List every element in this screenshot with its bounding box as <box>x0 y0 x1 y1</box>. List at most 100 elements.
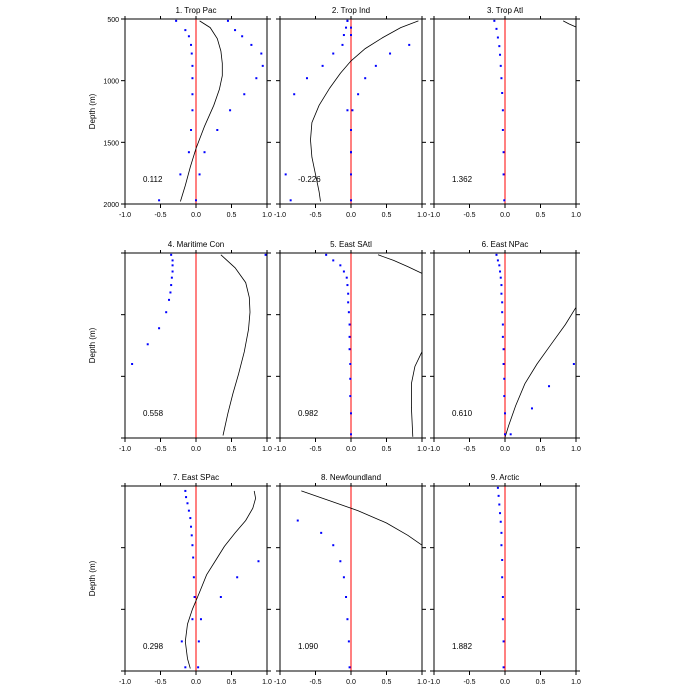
data-point <box>171 264 174 267</box>
data-point <box>345 26 348 29</box>
panel-title: 5. East SAtl <box>330 240 372 249</box>
data-point <box>175 19 178 22</box>
data-point <box>339 560 342 563</box>
data-point <box>158 327 161 330</box>
data-point <box>171 270 174 273</box>
x-tick-label: -0.5 <box>309 446 321 453</box>
x-tick-label: 1.0 <box>417 446 427 453</box>
data-point <box>255 77 258 80</box>
profile-curve <box>504 307 577 438</box>
data-point <box>501 335 504 338</box>
data-point <box>184 489 187 492</box>
data-point <box>499 64 502 67</box>
x-tick-label: 0.5 <box>382 446 392 453</box>
profile-curve <box>220 254 251 436</box>
panel-title: 6. East NPac <box>482 240 529 249</box>
x-tick-label: -1.0 <box>119 679 131 686</box>
data-point <box>498 264 501 267</box>
x-tick-label: 0.0 <box>500 212 510 219</box>
data-point <box>496 259 499 262</box>
data-point <box>346 109 349 112</box>
x-tick-label: 0.5 <box>536 446 546 453</box>
y-axis-title: Depth (m) <box>88 327 97 363</box>
x-tick-label: 0.0 <box>191 446 201 453</box>
y-tick-label: 2000 <box>103 202 119 209</box>
profile-curve <box>310 20 419 202</box>
data-point <box>203 151 206 154</box>
data-point <box>342 270 345 273</box>
panel-annotation: 1.882 <box>452 642 473 651</box>
data-point <box>305 77 308 80</box>
data-point <box>503 377 506 380</box>
panel-title: 4. Maritime Con <box>168 240 224 249</box>
data-point <box>502 363 505 365</box>
data-point <box>187 509 190 512</box>
data-point <box>341 43 344 46</box>
data-point <box>347 292 350 295</box>
data-point <box>498 45 501 48</box>
data-point <box>350 26 352 29</box>
panel-title: 9. Arctic <box>491 473 519 482</box>
data-point <box>170 253 173 256</box>
data-point <box>501 109 504 112</box>
data-point <box>197 640 200 643</box>
data-point <box>501 323 504 326</box>
data-point <box>348 335 351 338</box>
data-point <box>170 284 173 287</box>
x-tick-label: 1.0 <box>262 679 272 686</box>
y-tick-label: 1500 <box>103 140 119 147</box>
data-point <box>350 173 352 176</box>
data-point <box>350 433 352 436</box>
data-point <box>345 596 348 598</box>
x-tick-label: 0.5 <box>227 212 237 219</box>
y-tick-label: 1000 <box>103 79 119 86</box>
panel-annotation: 0.298 <box>143 642 164 651</box>
panel-3: 3. Trop Atl -1.0 -0.5 0.0 0.5 1.0 1.362 <box>428 6 581 219</box>
data-point <box>191 618 194 621</box>
data-point <box>349 395 352 398</box>
panel-grid: 1. Trop Pac -1.0 -0.5 0.0 0.5 1.0 500 1000 1500 2… <box>88 6 581 686</box>
data-point <box>348 666 351 669</box>
panel-annotation: 0.112 <box>143 175 163 184</box>
data-point <box>348 348 351 351</box>
y-tick-label: 500 <box>107 17 119 24</box>
data-point <box>168 298 171 301</box>
data-point <box>408 43 411 46</box>
data-point <box>499 512 502 515</box>
data-point <box>503 199 506 202</box>
x-tick-label: -1.0 <box>274 446 286 453</box>
data-point <box>257 560 260 563</box>
data-point <box>342 34 345 37</box>
data-point <box>332 544 335 547</box>
data-point <box>347 301 350 304</box>
data-point <box>170 276 173 279</box>
data-point <box>169 291 172 294</box>
x-tick-label: 0.5 <box>382 212 392 219</box>
data-point <box>572 363 575 365</box>
x-tick-label: -1.0 <box>119 446 131 453</box>
data-point <box>191 93 194 96</box>
data-point <box>350 412 352 415</box>
x-tick-label: -0.5 <box>463 679 475 686</box>
x-tick-label: 0.0 <box>346 679 356 686</box>
data-point <box>346 19 349 22</box>
x-tick-label: 0.0 <box>500 446 510 453</box>
data-point <box>350 151 352 154</box>
data-point <box>243 93 246 96</box>
x-tick-label: 1.0 <box>571 446 581 453</box>
data-point <box>198 173 201 176</box>
data-point <box>357 93 360 96</box>
data-point <box>192 556 195 559</box>
data-point <box>501 618 504 621</box>
panel-6: 6. East NPac -1.0 -0.5 0.0 0.5 1.0 0.610 <box>428 240 581 453</box>
data-point <box>191 64 194 67</box>
data-point <box>389 52 392 55</box>
data-point <box>184 666 187 669</box>
data-point <box>548 385 551 388</box>
data-point <box>199 618 202 621</box>
data-point <box>500 531 503 534</box>
data-point <box>190 525 193 528</box>
x-tick-label: -1.0 <box>119 212 131 219</box>
data-point <box>171 259 174 262</box>
